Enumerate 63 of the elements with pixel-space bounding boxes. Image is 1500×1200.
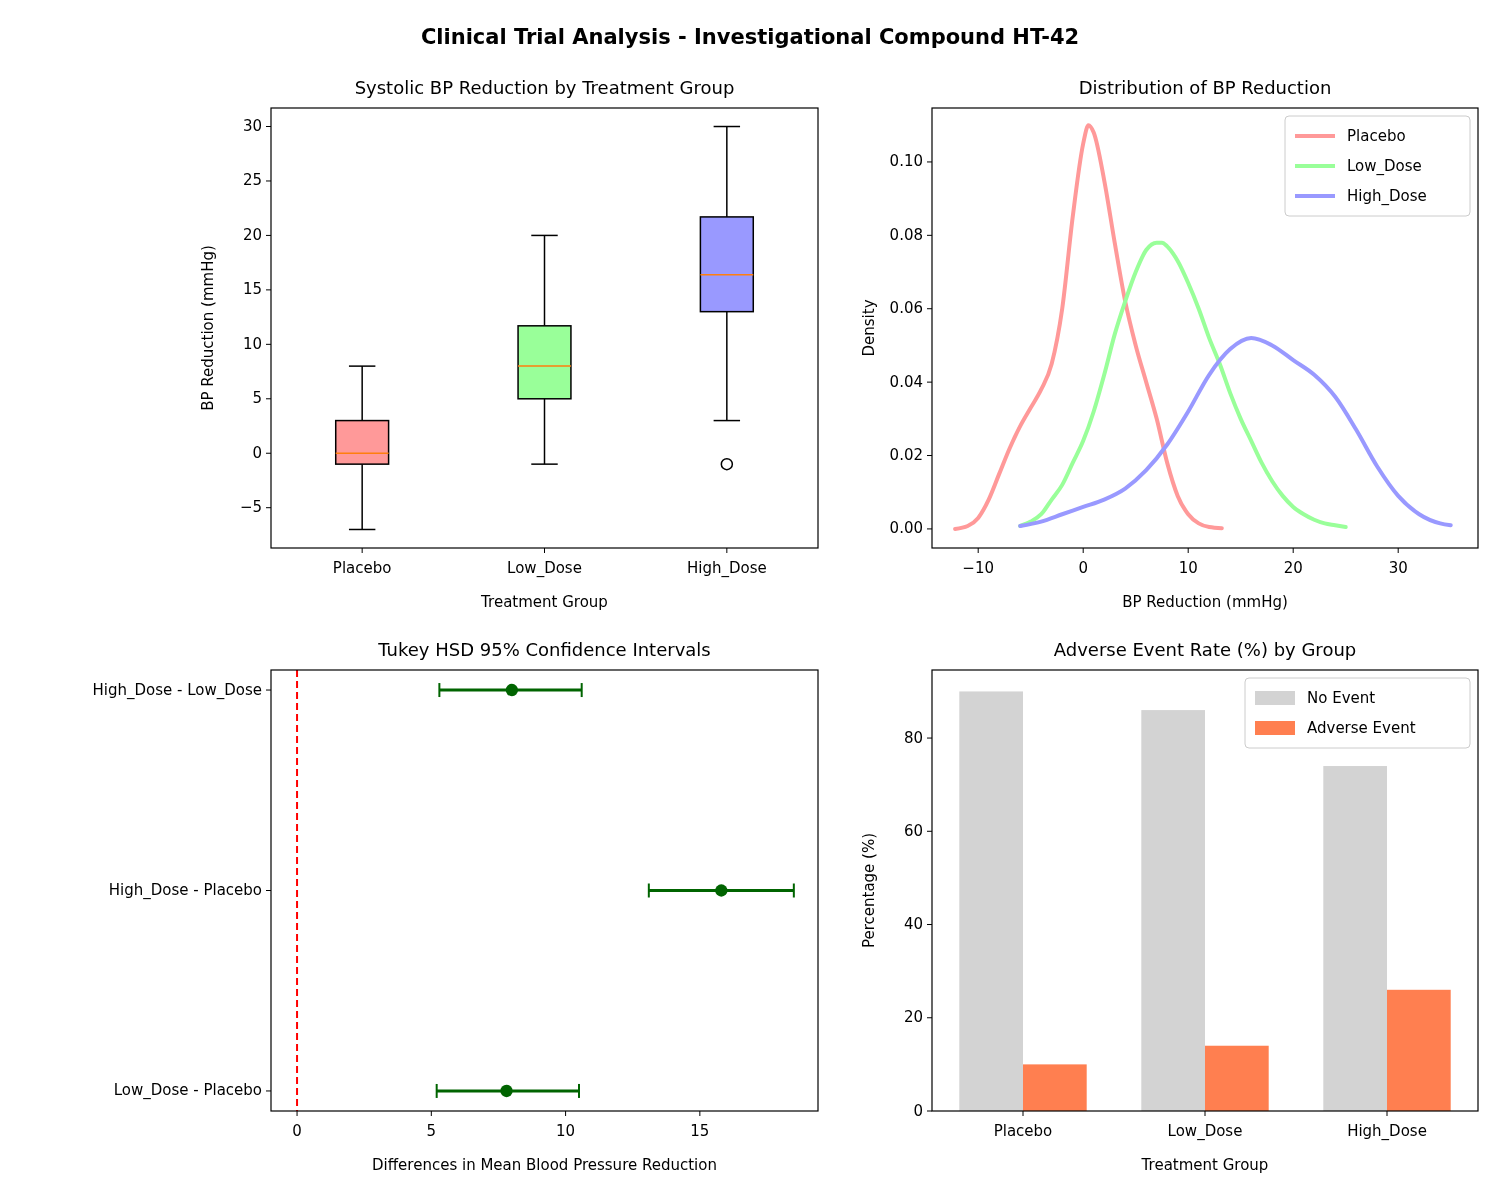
line-series bbox=[1018, 240, 1348, 530]
x-tick-label: High_Dose bbox=[1347, 1122, 1427, 1141]
legend-label: High_Dose bbox=[1347, 186, 1427, 206]
x-axis-title: Treatment Group bbox=[1140, 1156, 1269, 1174]
x-tick-label: Low_Dose bbox=[1167, 1122, 1243, 1141]
y-tick-label: 5 bbox=[252, 389, 262, 408]
x-axis-title: Differences in Mean Blood Pressure Reduction bbox=[372, 1156, 717, 1174]
y-tick-label: 0.02 bbox=[889, 446, 923, 465]
y-tick-label: 0.08 bbox=[889, 225, 923, 244]
chart-title: Adverse Event Rate (%) by Group bbox=[1053, 639, 1357, 660]
y-tick-label: 0.06 bbox=[889, 299, 923, 318]
x-tick-label: −10 bbox=[962, 559, 995, 577]
bar bbox=[1141, 710, 1205, 1111]
x-tick-label: 5 bbox=[426, 1122, 437, 1140]
x-axis-title: BP Reduction (mmHg) bbox=[1122, 593, 1288, 611]
bar bbox=[959, 691, 1023, 1111]
x-tick-label: 0 bbox=[1078, 559, 1088, 577]
x-tick-label: Low_Dose bbox=[507, 559, 582, 578]
legend-label: Placebo bbox=[1347, 126, 1406, 145]
y-tick-label: 0 bbox=[252, 443, 262, 462]
line-series bbox=[953, 123, 1224, 531]
y-tick-label: 25 bbox=[242, 171, 262, 190]
y-axis-title: Density bbox=[860, 299, 878, 357]
x-tick-label: 10 bbox=[1178, 559, 1198, 577]
y-tick-label: 60 bbox=[903, 821, 923, 840]
y-tick-label: 0 bbox=[913, 1101, 923, 1120]
bar bbox=[1205, 1045, 1269, 1111]
y-axis-title: Percentage (%) bbox=[860, 832, 878, 949]
y-tick-label: 30 bbox=[242, 117, 262, 136]
y-tick-label: 20 bbox=[242, 225, 262, 244]
y-tick-label: 10 bbox=[242, 334, 262, 353]
chart-title: Distribution of BP Reduction bbox=[1078, 77, 1332, 98]
y-tick-label: 0.00 bbox=[889, 519, 923, 538]
y-tick-label: −5 bbox=[239, 498, 262, 517]
x-tick-label: 30 bbox=[1388, 559, 1408, 577]
chart-title: Tukey HSD 95% Confidence Intervals bbox=[377, 639, 711, 660]
x-tick-label: High_Dose bbox=[686, 559, 767, 578]
legend-label: No Event bbox=[1307, 688, 1376, 707]
text: Clinical Trial Analysis - Investigational Compound HT-42 bbox=[420, 25, 1080, 49]
y-tick-label: 80 bbox=[903, 728, 923, 747]
bar bbox=[1023, 1064, 1087, 1111]
bar bbox=[1387, 989, 1451, 1111]
x-tick-label: 10 bbox=[556, 1122, 576, 1140]
y-tick-label: 0.10 bbox=[889, 152, 923, 171]
line-series bbox=[1018, 336, 1453, 528]
x-tick-label: 15 bbox=[690, 1122, 710, 1140]
y-tick-label: High_Dose - Low_Dose bbox=[92, 680, 262, 700]
x-axis-title: Treatment Group bbox=[480, 593, 608, 611]
y-axis-title: BP Reduction (mmHg) bbox=[199, 245, 217, 411]
y-tick-label: 40 bbox=[903, 915, 923, 934]
y-tick-label: Low_Dose - Placebo bbox=[113, 1081, 262, 1101]
y-tick-label: 15 bbox=[242, 280, 262, 299]
x-tick-label: Placebo bbox=[332, 559, 392, 577]
legend-label: Low_Dose bbox=[1347, 156, 1422, 176]
legend-label: Adverse Event bbox=[1307, 718, 1416, 737]
chart-title: Systolic BP Reduction by Treatment Group bbox=[354, 77, 735, 98]
y-tick-label: 20 bbox=[903, 1008, 923, 1027]
x-tick-label: 0 bbox=[292, 1122, 302, 1140]
y-tick-label: 0.04 bbox=[889, 372, 923, 391]
y-tick-label: High_Dose - Placebo bbox=[108, 881, 262, 900]
bar bbox=[1323, 766, 1387, 1111]
x-tick-label: Placebo bbox=[993, 1122, 1053, 1140]
x-tick-label: 20 bbox=[1283, 559, 1303, 577]
